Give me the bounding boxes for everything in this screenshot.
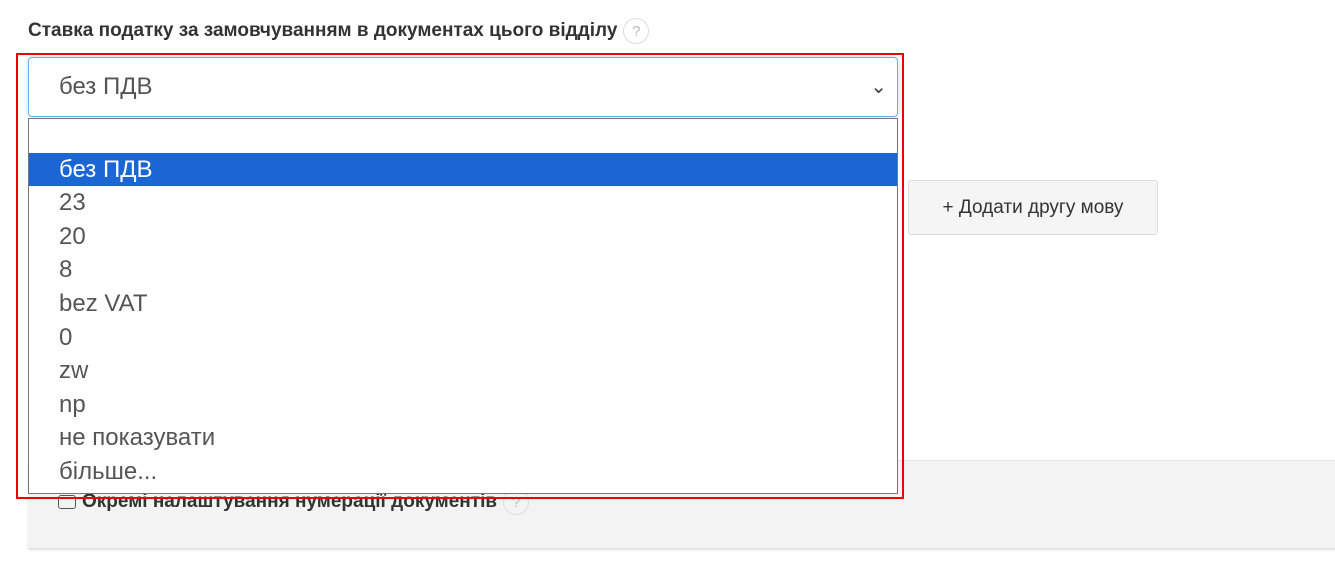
dropdown-option[interactable] — [29, 119, 897, 153]
dropdown-option[interactable]: 8 — [59, 256, 73, 284]
numbering-checkbox[interactable] — [58, 495, 76, 509]
tax-rate-dropdown-list[interactable]: без ПДВ 23 20 8 bez VAT 0 zw np не показувати біл… — [28, 118, 898, 494]
numbering-label: Окремі налаштування нумерації документів — [82, 491, 498, 512]
selected-value: без ПДВ — [59, 73, 153, 100]
tax-rate-label: Ставка податку за замовчуванням в докуме… — [28, 18, 650, 44]
help-icon[interactable]: ? — [623, 18, 650, 44]
dropdown-option[interactable]: np — [59, 390, 86, 418]
chevron-down-icon: ⌄ — [870, 76, 887, 98]
tax-rate-select[interactable]: без ПДВ ⌄ — [28, 57, 898, 117]
add-language-button[interactable]: + Додати другу мову — [908, 180, 1158, 235]
dropdown-option[interactable]: 23 — [59, 189, 86, 217]
dropdown-option[interactable]: zw — [59, 357, 89, 385]
dropdown-option[interactable]: bez VAT — [59, 289, 148, 317]
dropdown-option[interactable]: 0 — [59, 323, 73, 351]
dropdown-option[interactable]: 20 — [59, 222, 86, 250]
dropdown-option[interactable]: не показувати — [59, 424, 216, 452]
tax-rate-label-text: Ставка податку за замовчуванням в докуме… — [28, 20, 618, 41]
dropdown-option[interactable]: більше... — [59, 457, 158, 485]
dropdown-option[interactable]: без ПДВ — [29, 152, 897, 187]
